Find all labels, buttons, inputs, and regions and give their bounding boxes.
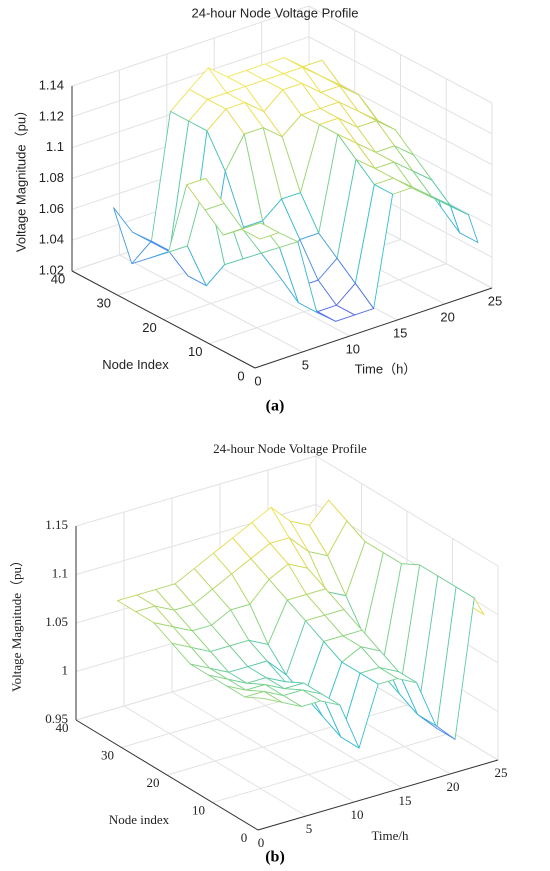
z-tick-label: 1.04	[39, 232, 64, 247]
y-tick-label: 30	[101, 747, 114, 762]
y-tick-label: 0	[241, 830, 248, 845]
chart-title: 24-hour Node Voltage Profile	[213, 441, 367, 456]
y-tick-label: 40	[56, 720, 69, 735]
x-tick-label: 0	[254, 373, 261, 388]
y-tick-label: 20	[142, 320, 156, 335]
z-tick-label: 1.05	[45, 614, 68, 629]
x-tick-label: 20	[440, 309, 454, 324]
x-axis	[257, 759, 499, 831]
z-tick-label: 1.1	[52, 565, 68, 580]
x-tick-label: 25	[488, 293, 502, 308]
y-tick-label: 0	[237, 368, 244, 383]
mesh-cell	[244, 691, 283, 703]
grid-line	[71, 5, 310, 87]
z-tick-label: 1	[62, 662, 69, 677]
grid-line	[71, 36, 310, 118]
y-axis-label: Node index	[109, 812, 170, 827]
z-tick-label: 1.14	[39, 77, 64, 92]
z-tick-label: 1.12	[39, 108, 64, 123]
y-axis	[75, 719, 259, 831]
caption: (b)	[265, 849, 285, 866]
grid-line	[308, 36, 493, 135]
x-axis	[254, 287, 493, 369]
y-axis	[71, 270, 256, 369]
x-tick-label: 20	[447, 779, 460, 794]
x-tick-label: 25	[495, 765, 508, 780]
z-axis-label: Voltage Magnitude（pu）	[13, 104, 28, 252]
x-tick-label: 15	[399, 793, 412, 808]
x-tick-label: 5	[302, 357, 309, 372]
grid-line	[315, 455, 499, 567]
x-tick-label: 15	[393, 325, 407, 340]
z-tick-label: 1.06	[39, 201, 64, 216]
z-tick-label: 1.1	[46, 139, 64, 154]
x-axis-label: Time（h）	[355, 361, 417, 376]
chart-b: 0 5 10 15 20 25 0 10 20 30 400.95 1 1.05 1.1 1.15 Time/…	[9, 441, 508, 866]
z-tick-label: 1.08	[39, 170, 64, 185]
y-tick-label: 10	[192, 802, 205, 817]
x-axis-label: Time/h	[371, 828, 409, 843]
chart-a: 0 5 10 15 20 25 0 10 20 30 401.02 1.04 1.06 1.08 1.1 1.…	[13, 5, 502, 414]
x-tick-label: 5	[306, 821, 313, 836]
y-tick-label: 30	[97, 296, 111, 311]
y-axis-label: Node Index	[102, 357, 169, 372]
x-tick-label: 0	[258, 835, 265, 850]
mesh-cell	[241, 222, 280, 240]
x-tick-label: 10	[346, 341, 360, 356]
z-axis-label: Voltage Magnitude（pu）	[9, 554, 24, 692]
caption: (a)	[266, 398, 285, 415]
grid-line	[75, 455, 317, 527]
y-tick-label: 10	[188, 344, 202, 359]
chart-title: 24-hour Node Voltage Profile	[192, 5, 359, 20]
y-tick-label: 40	[51, 271, 65, 286]
z-tick-label: 0.95	[45, 711, 68, 726]
grid-line	[308, 5, 493, 104]
y-tick-label: 20	[147, 775, 160, 790]
grid-line	[166, 704, 408, 776]
x-tick-label: 10	[351, 807, 364, 822]
z-tick-label: 1.02	[39, 262, 64, 277]
z-tick-label: 1.15	[45, 517, 68, 532]
grid-line	[212, 732, 453, 803]
